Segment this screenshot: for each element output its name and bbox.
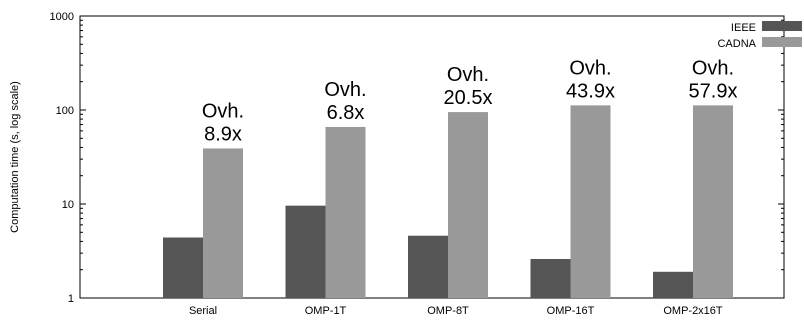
bar-cadna-omp-16t [570,105,611,298]
y-tick-label: 10 [62,199,74,211]
annotations: Ovh.8.9xOvh.6.8xOvh.20.5xOvh.43.9xOvh.57… [202,57,738,145]
overhead-label-value: 6.8x [327,102,365,124]
y-tick-label: 100 [56,105,74,117]
bar-ieee-serial [163,237,203,298]
legend-label-ieee: IEEE [731,22,756,34]
x-tick-label: OMP-1T [305,305,347,317]
x-tick-label: OMP-2x16T [663,305,723,317]
y-axis-title: Computation time (s, log scale) [9,81,21,233]
bar-ieee-omp-1t [285,205,326,298]
bar-ieee-omp-2x16t [653,271,693,298]
overhead-label-line1: Ovh. [569,57,611,79]
overhead-label-value: 57.9x [689,80,738,102]
overhead-label-line1: Ovh. [447,64,489,86]
y-tick-label: 1000 [50,11,74,23]
overhead-label-value: 43.9x [566,80,615,102]
bar-cadna-omp-8t [448,112,488,298]
overhead-label-value: 8.9x [204,123,242,145]
legend-label-cadna: CADNA [717,38,756,50]
legend-swatch-cadna [762,37,802,47]
y-tick-label: 1 [68,293,74,305]
legend-swatch-ieee [762,21,802,31]
bar-cadna-omp-2x16t [693,105,733,298]
x-tick-label: Serial [189,305,217,317]
y-axis: 1 10 100 1000 [50,11,784,305]
overhead-label-value: 20.5x [444,87,493,109]
bar-cadna-omp-1t [325,126,366,299]
x-axis: Serial OMP-1T OMP-8T OMP-16T OMP-2x16T [189,292,723,317]
bar-cadna-serial [203,148,243,298]
x-tick-label: OMP-8T [427,305,469,317]
overhead-label-line1: Ovh. [692,57,734,79]
bar-ieee-omp-16t [530,258,571,298]
legend: IEEE CADNA [717,21,802,50]
overhead-label-line1: Ovh. [324,79,366,101]
overhead-label-line1: Ovh. [202,100,244,122]
x-tick-label: OMP-16T [547,305,595,317]
bars [163,105,733,299]
bar-ieee-omp-8t [408,235,448,298]
